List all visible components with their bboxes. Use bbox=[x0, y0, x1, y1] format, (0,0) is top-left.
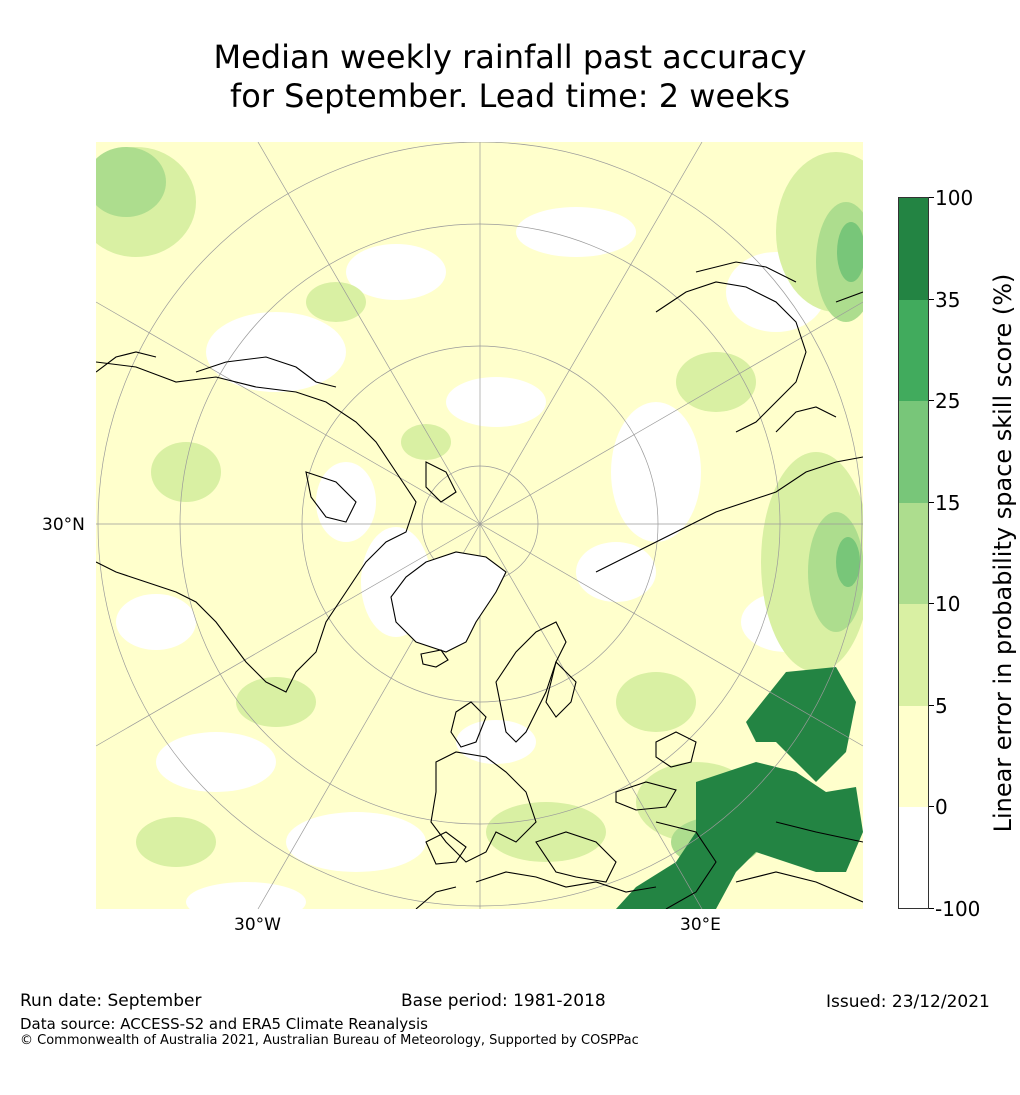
lon-label-30e: 30°E bbox=[680, 915, 721, 935]
colorbar bbox=[898, 197, 929, 909]
base-period: Base period: 1981-2018 bbox=[401, 991, 606, 1011]
cb-tickmark bbox=[929, 603, 934, 604]
cb-tick-label: -100 bbox=[935, 899, 980, 919]
cb-tick-label: 100 bbox=[935, 188, 973, 208]
cb-tickmark bbox=[929, 400, 934, 401]
cb-tickmark bbox=[929, 908, 934, 909]
colorbar-seg-5-10 bbox=[899, 604, 928, 706]
colorbar-seg-0-5 bbox=[899, 706, 928, 807]
lat-label-30n: 30°N bbox=[42, 515, 85, 535]
title-line-2: for September. Lead time: 2 weeks bbox=[0, 77, 1020, 116]
map-canvas bbox=[96, 142, 863, 909]
data-source: Data source: ACCESS-S2 and ERA5 Climate … bbox=[20, 1015, 428, 1033]
cb-tick-label: 15 bbox=[935, 493, 960, 513]
cb-tickmark bbox=[929, 705, 934, 706]
map-title: Median weekly rainfall past accuracy for… bbox=[0, 38, 1020, 116]
copyright: © Commonwealth of Australia 2021, Austra… bbox=[20, 1033, 639, 1048]
colorbar-seg-35-100 bbox=[899, 198, 928, 300]
polar-map bbox=[96, 142, 863, 909]
colorbar-seg-neg bbox=[899, 807, 928, 908]
colorbar-title: Linear error in probability space skill … bbox=[989, 274, 1017, 833]
cb-tick-label: 35 bbox=[935, 290, 960, 310]
title-line-1: Median weekly rainfall past accuracy bbox=[0, 38, 1020, 77]
cb-tickmark bbox=[929, 806, 934, 807]
cb-tick-label: 0 bbox=[935, 797, 948, 817]
cb-tickmark bbox=[929, 197, 934, 198]
cb-tick-label: 10 bbox=[935, 594, 960, 614]
colorbar-seg-10-15 bbox=[899, 503, 928, 604]
colorbar-seg-15-25 bbox=[899, 401, 928, 503]
cb-tickmark bbox=[929, 502, 934, 503]
lon-label-30w: 30°W bbox=[234, 915, 281, 935]
colorbar-seg-25-35 bbox=[899, 300, 928, 401]
cb-tickmark bbox=[929, 299, 934, 300]
issued-date: Issued: 23/12/2021 bbox=[826, 992, 990, 1012]
cb-tick-label: 5 bbox=[935, 696, 948, 716]
run-date: Run date: September bbox=[20, 991, 201, 1011]
cb-tick-label: 25 bbox=[935, 391, 960, 411]
